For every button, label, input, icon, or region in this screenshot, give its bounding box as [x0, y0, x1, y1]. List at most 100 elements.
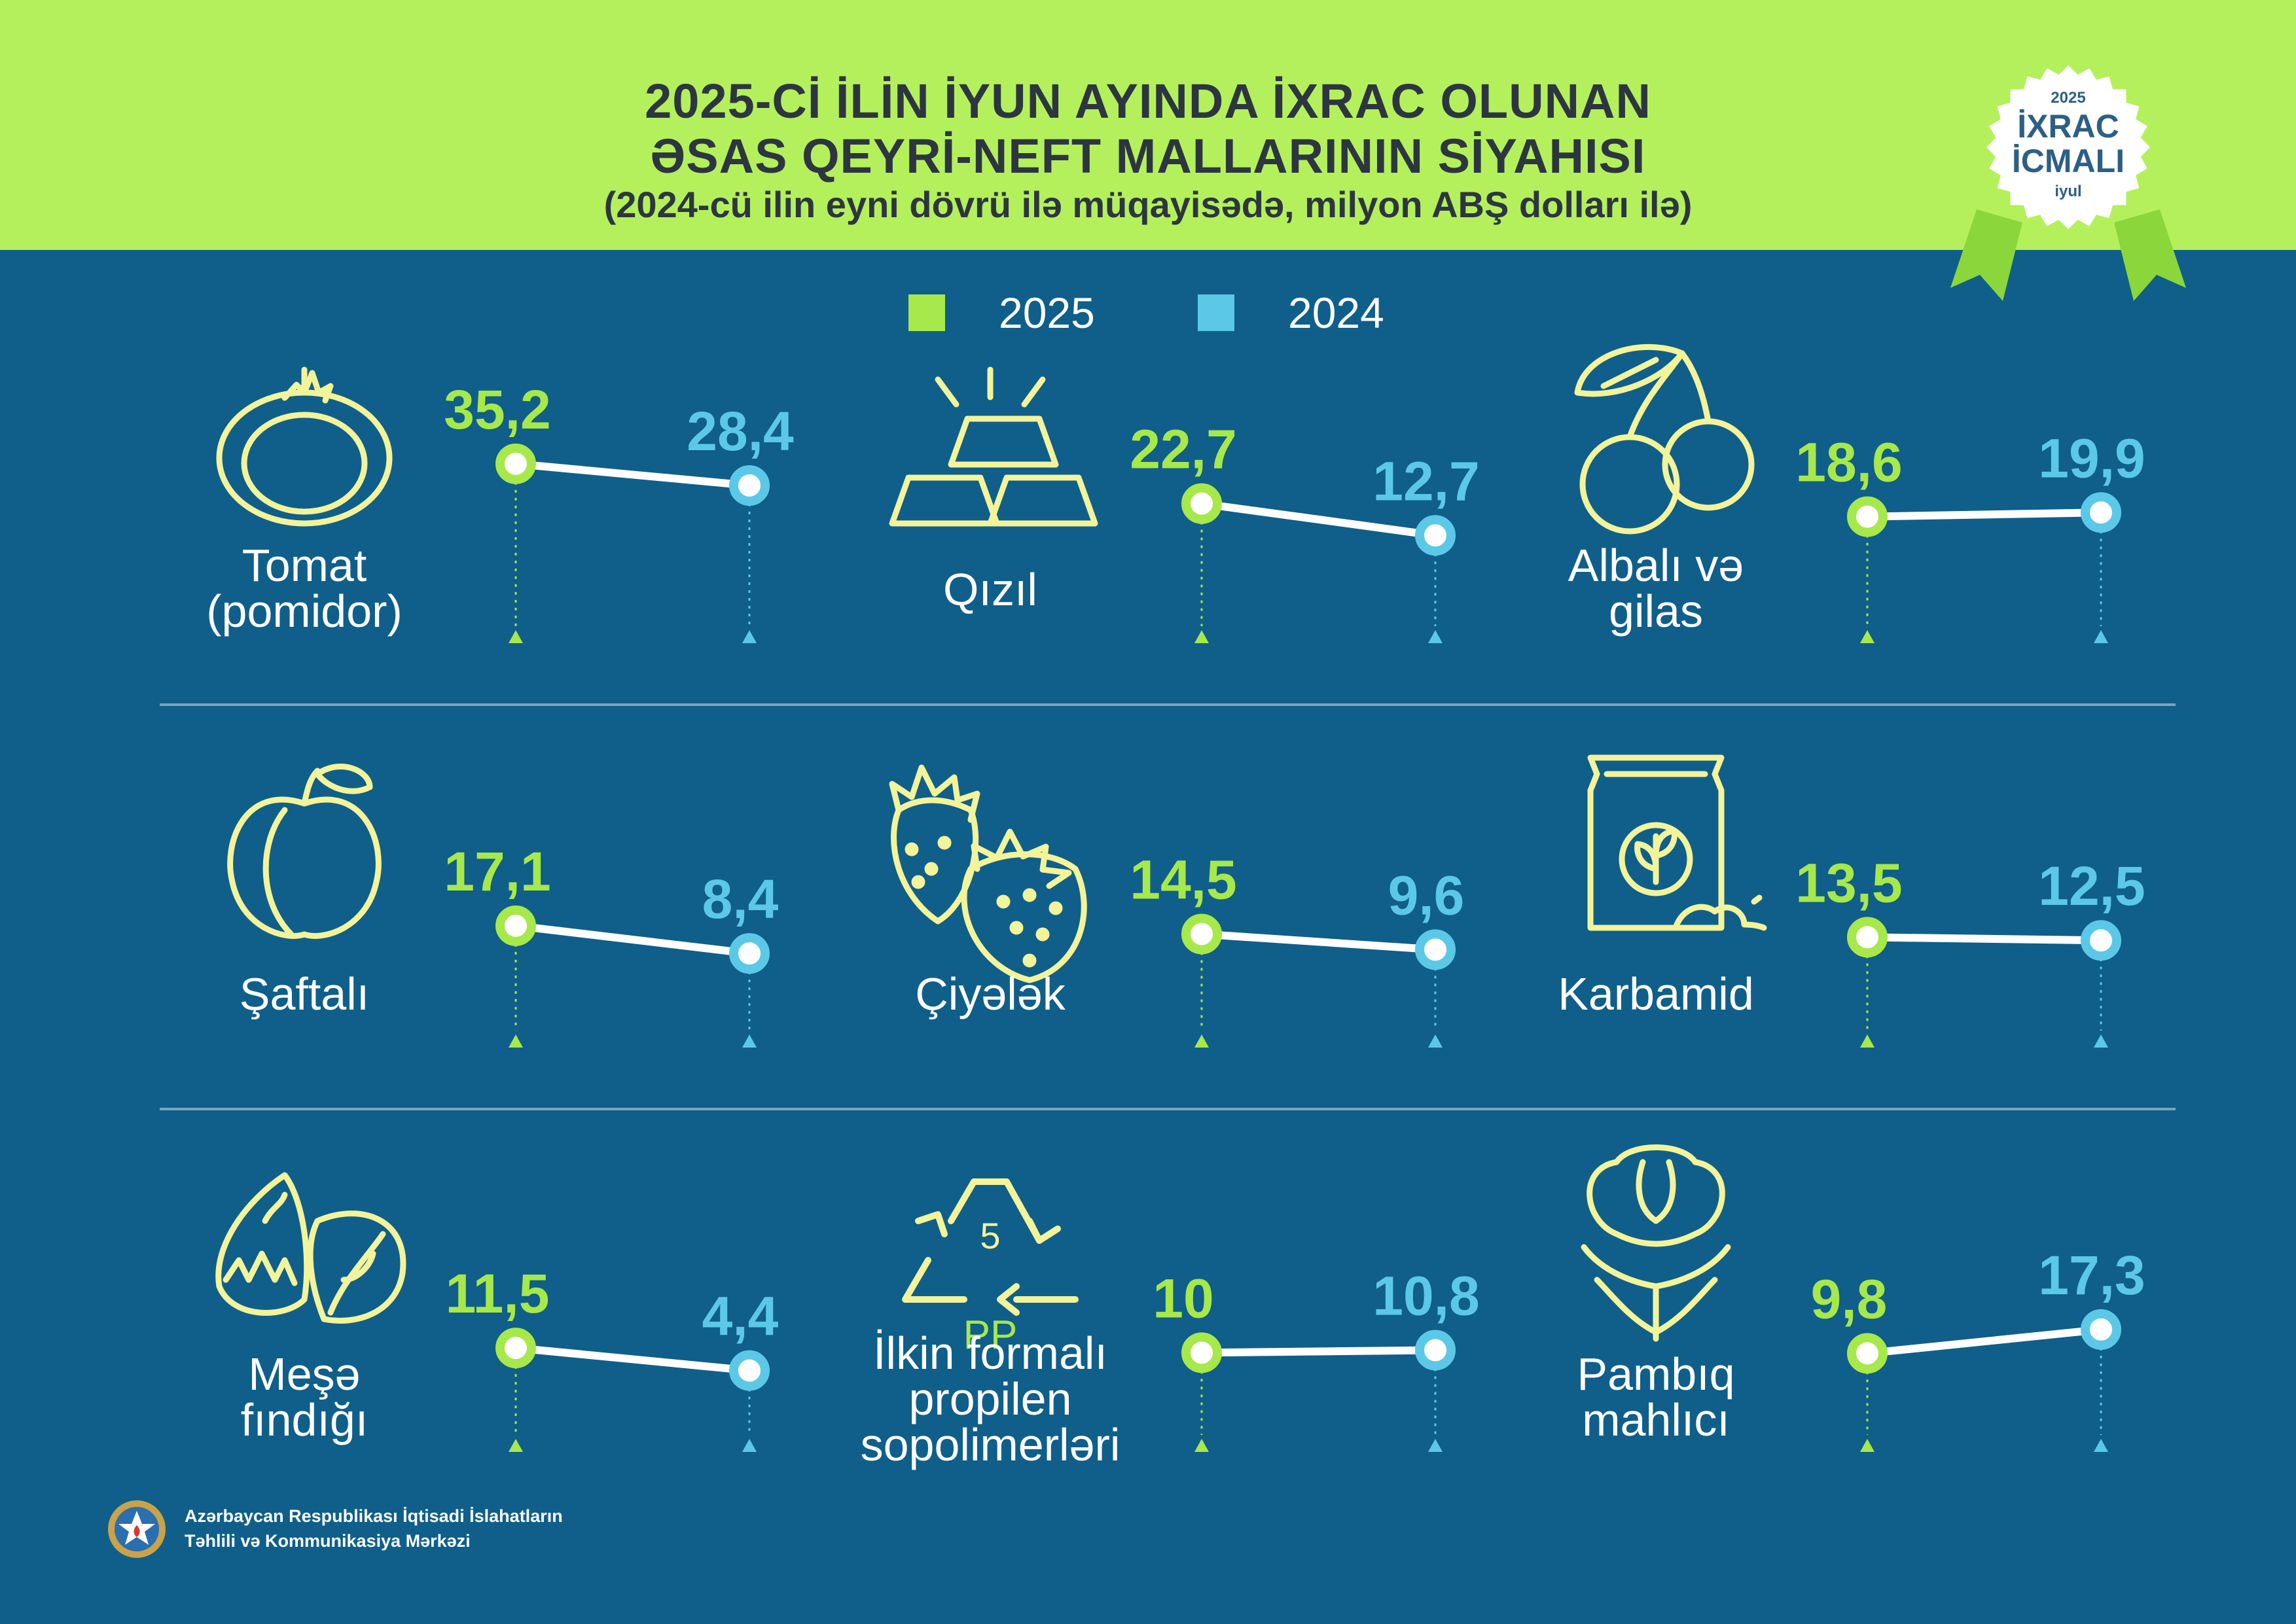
- point-2025: [1847, 1333, 1888, 1374]
- axis-tick-2025: [1194, 630, 1209, 643]
- legend-label-2024: 2024: [1288, 289, 1384, 337]
- product-label: Qızıl: [943, 564, 1037, 615]
- axis-tick-2025: [1860, 1034, 1874, 1048]
- axis-tick-2025: [1860, 630, 1874, 643]
- value-label-2025: 17,1: [444, 841, 551, 902]
- fertilizer-bag-icon: [1590, 758, 1764, 928]
- value-label-2024: 19,9: [2038, 427, 2145, 489]
- point-2025: [495, 1328, 536, 1369]
- axis-tick-2024: [2094, 1439, 2108, 1452]
- cotton-icon: [1584, 1148, 1728, 1339]
- badge-rosette: [1977, 56, 2159, 238]
- axis-tick-2025: [1860, 1439, 1874, 1452]
- series-line: [1201, 1346, 1436, 1357]
- hazelnut-icon: [219, 1175, 403, 1320]
- row-divider: [160, 1108, 2176, 1110]
- value-label-2024: 8,4: [702, 868, 779, 930]
- series-line: [1201, 499, 1436, 540]
- value-label-2024: 4,4: [702, 1286, 779, 1347]
- state-emblem-icon: [108, 1500, 166, 1558]
- series-line: [1201, 930, 1436, 954]
- value-label-2025: 13,5: [1795, 852, 1903, 913]
- footer-line-2: Təhlili və Kommunikasiya Mərkəzi: [185, 1531, 471, 1551]
- series-line: [515, 1344, 750, 1375]
- value-label-2024: 28,4: [687, 400, 794, 462]
- axis-tick-2024: [742, 630, 757, 643]
- point-2025: [1181, 483, 1222, 524]
- axis-tick-2024: [2094, 1034, 2108, 1048]
- product-label: (pomidor): [206, 586, 403, 637]
- recycle-number: 5: [980, 1215, 1000, 1256]
- value-label-2024: 12,5: [2038, 855, 2145, 917]
- chart-title-line-2: ƏSAS QEYRİ-NEFT MALLARININ SİYAHISI: [650, 129, 1646, 183]
- product-label: Pambıq: [1577, 1349, 1734, 1400]
- axis-tick-2024: [1428, 1439, 1443, 1452]
- product-label: propilen: [908, 1373, 1071, 1424]
- gold-bars-icon: [892, 370, 1095, 523]
- value-label-2024: 9,6: [1388, 864, 1465, 926]
- badge-month: iyul: [2054, 183, 2081, 200]
- value-label-2024: 17,3: [2038, 1244, 2145, 1306]
- axis-tick-2025: [1194, 1439, 1209, 1452]
- point-2025: [1181, 913, 1222, 955]
- axis-tick-2025: [509, 1034, 523, 1048]
- header-bar: 2025-Cİ İLİN İYUN AYINDA İXRAC OLUNAN ƏS…: [0, 0, 2296, 250]
- product-label: Tomat: [242, 540, 367, 591]
- value-label-2025: 9,8: [1811, 1268, 1888, 1330]
- legend-swatch-2024: [1198, 294, 1234, 331]
- legend-swatch-2025: [908, 294, 945, 331]
- series-line: [515, 921, 750, 958]
- chart-subtitle: (2024-cü ilin eyni dövrü ilə müqayisədə,…: [603, 184, 1693, 225]
- point-2025: [1847, 917, 1888, 958]
- badge-line2: İCMALI: [2012, 143, 2125, 179]
- product-label: sopolimerləri: [861, 1419, 1121, 1470]
- row-divider: [160, 703, 2176, 706]
- point-2025: [495, 905, 536, 946]
- point-2024: [729, 933, 770, 974]
- product-label: mahlıcı: [1582, 1394, 1730, 1445]
- badge-line1: İXRAC: [2017, 108, 2119, 145]
- series-line: [1867, 1325, 2102, 1358]
- series-line: [515, 459, 750, 489]
- product-label: İlkin formalı: [873, 1328, 1107, 1379]
- product-label: Karbamid: [1558, 968, 1754, 1019]
- chart-title-line-1: 2025-Cİ İLİN İYUN AYINDA İXRAC OLUNAN: [645, 74, 1651, 128]
- product-label: Meşə: [248, 1349, 360, 1400]
- cherry-icon: [1577, 347, 1751, 531]
- strawberry-icon: [892, 768, 1084, 980]
- badge-ribbon-right: [2114, 209, 2186, 301]
- axis-tick-2025: [509, 630, 523, 643]
- point-2024: [729, 465, 770, 506]
- product-label: gilas: [1609, 586, 1703, 637]
- axis-tick-2024: [2094, 630, 2108, 643]
- value-label-2024: 12,7: [1372, 450, 1480, 512]
- legend-label-2025: 2025: [999, 289, 1095, 337]
- point-2025: [495, 443, 536, 484]
- axis-tick-2024: [742, 1034, 757, 1048]
- point-2025: [1847, 496, 1888, 537]
- footer-line-1: Azərbaycan Respublikası İqtisadi İslahat…: [185, 1506, 563, 1526]
- point-2024: [2081, 1309, 2121, 1350]
- point-2024: [1415, 515, 1456, 556]
- value-label-2025: 35,2: [444, 379, 551, 440]
- value-label-2025: 22,7: [1130, 419, 1237, 480]
- axis-tick-2024: [742, 1439, 757, 1452]
- product-label: Albalı və: [1568, 540, 1744, 591]
- point-2024: [1415, 1330, 1456, 1371]
- value-label-2024: 10,8: [1372, 1265, 1480, 1327]
- series-line: [1867, 508, 2102, 521]
- value-label-2025: 18,6: [1795, 432, 1903, 493]
- point-2024: [729, 1350, 770, 1391]
- peach-icon: [230, 767, 379, 936]
- badge: 2025 İXRAC İCMALI iyul: [1950, 56, 2186, 301]
- badge-ribbon-left: [1950, 209, 2022, 301]
- value-label-2025: 14,5: [1130, 849, 1237, 911]
- point-2024: [2081, 920, 2121, 961]
- axis-tick-2025: [1194, 1034, 1209, 1048]
- recycle-code: PP: [963, 1313, 1018, 1358]
- value-label-2025: 10: [1153, 1267, 1213, 1329]
- product-label: Şaftalı: [240, 968, 369, 1019]
- product-label: Çiyələk: [915, 968, 1066, 1019]
- point-2024: [2081, 492, 2121, 533]
